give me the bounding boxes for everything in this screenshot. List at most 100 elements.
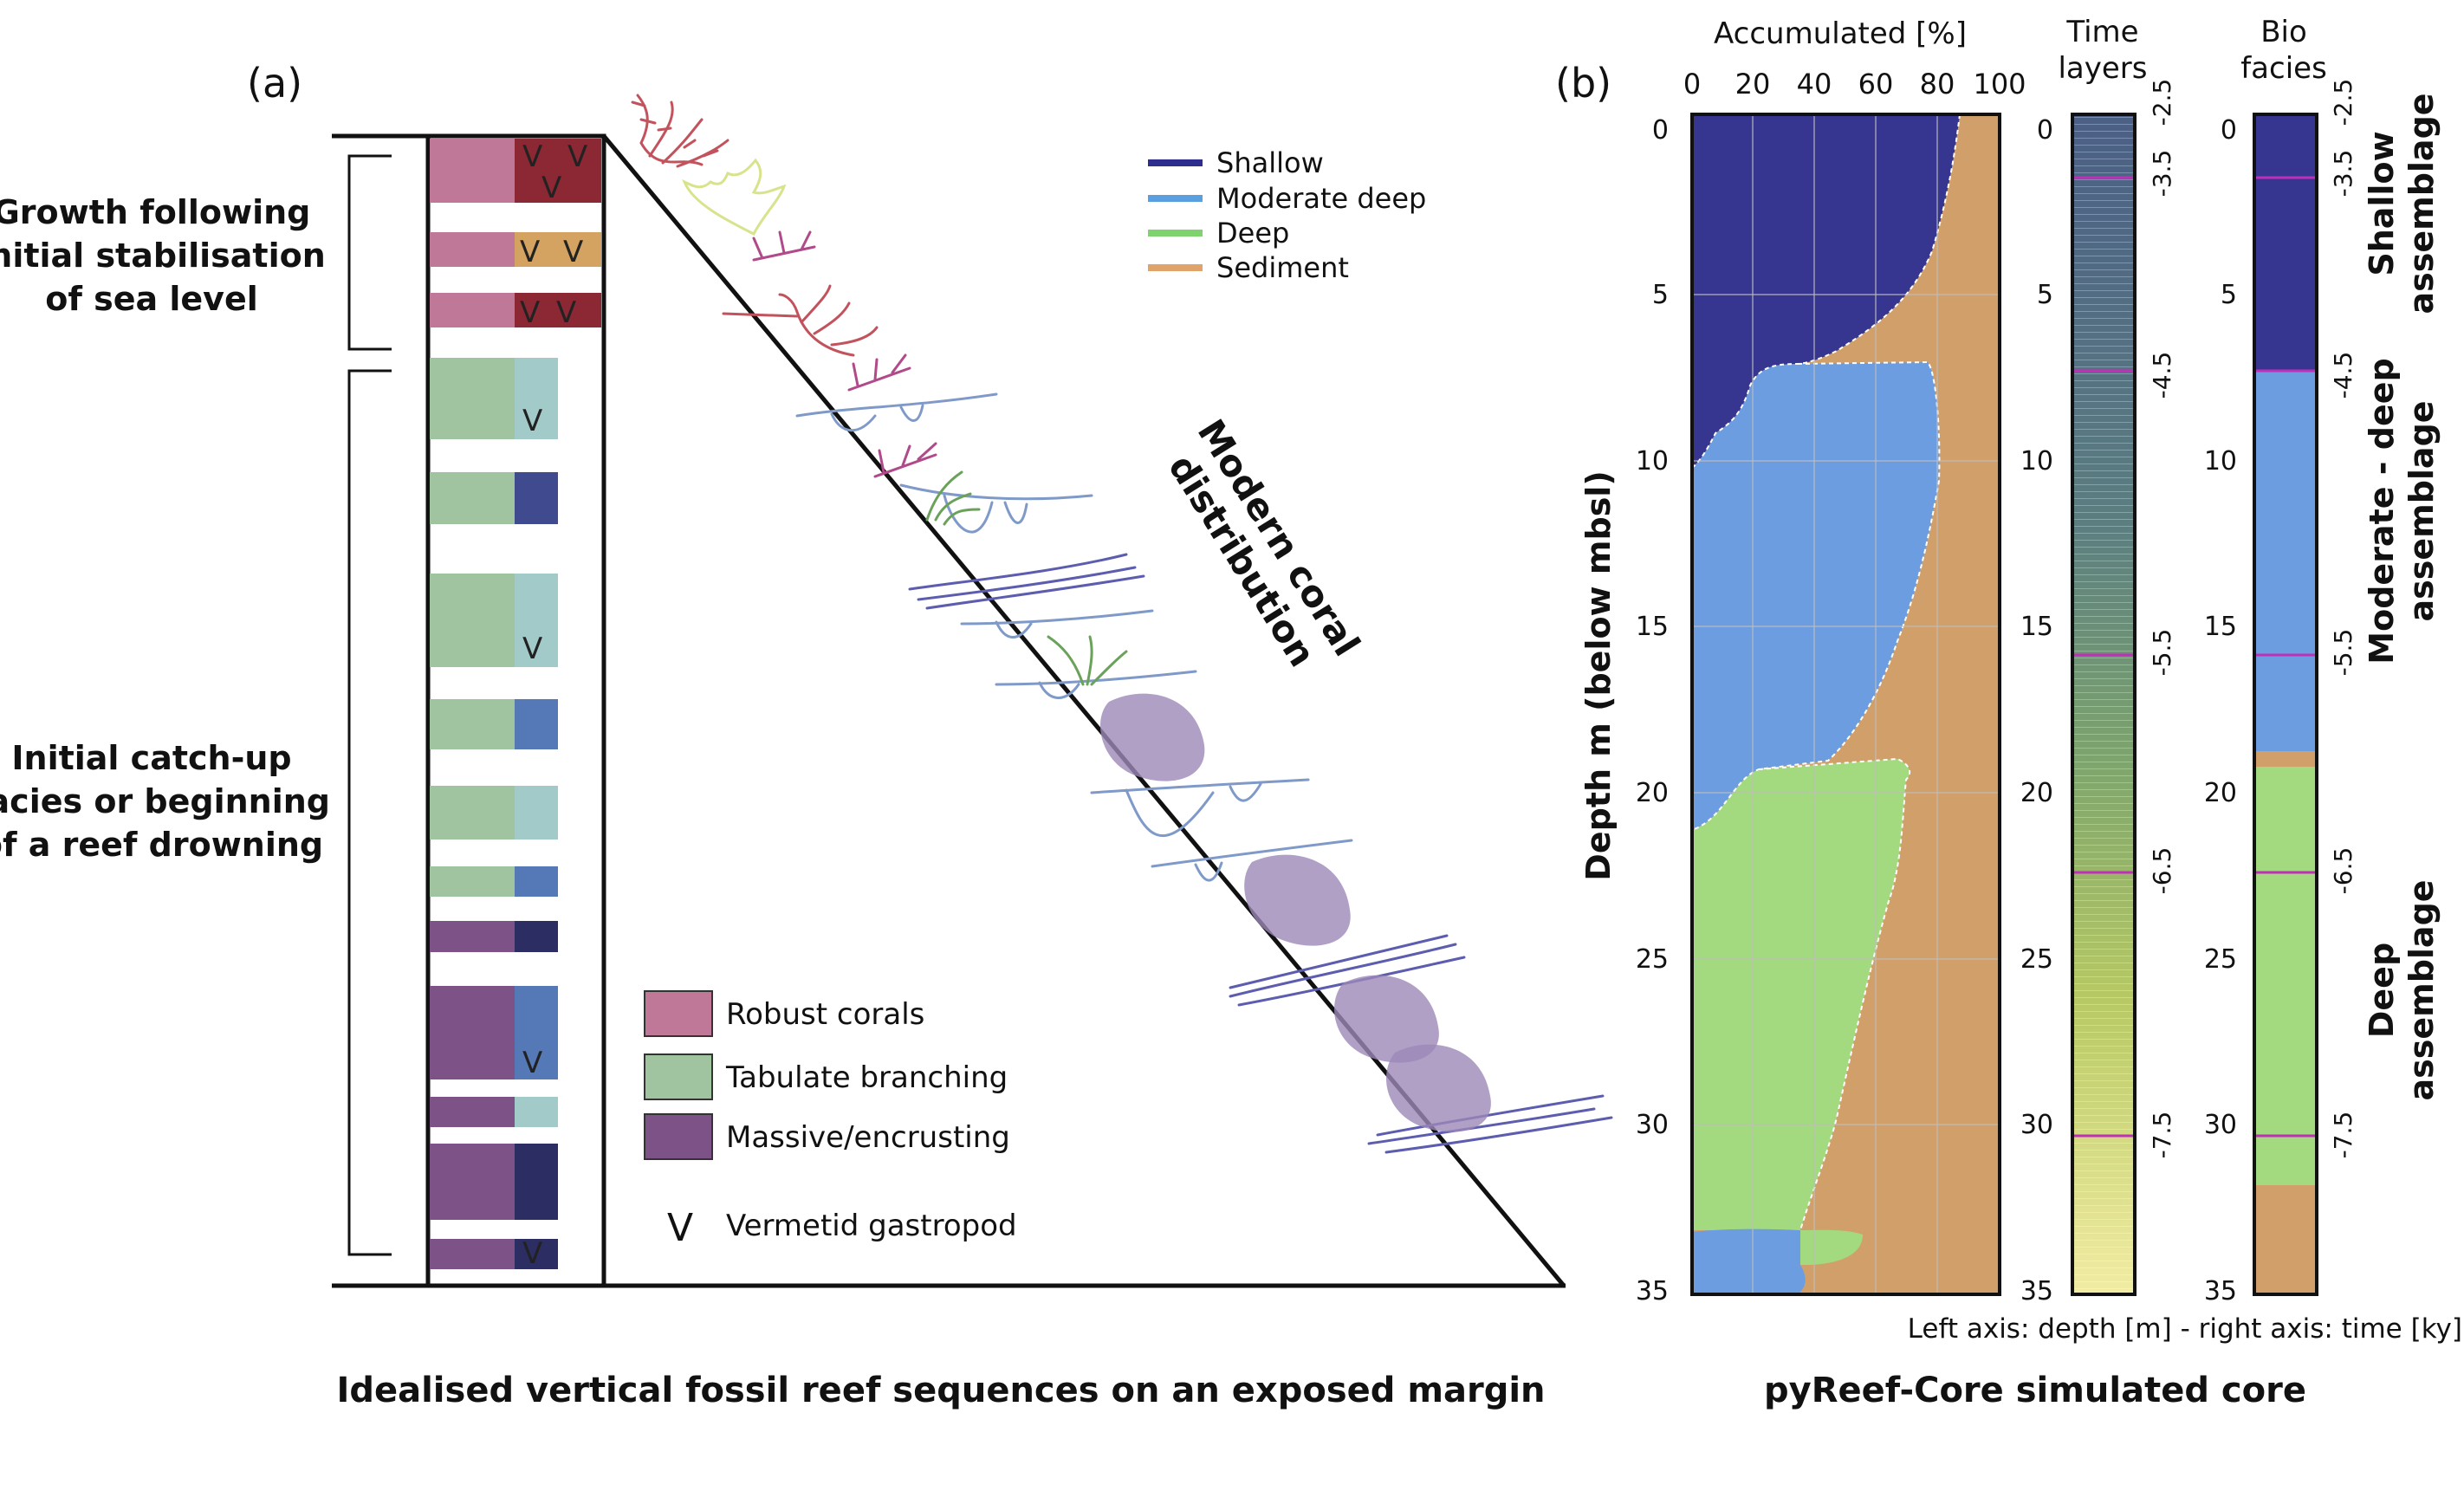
bio-moderate	[2254, 371, 2317, 751]
shallow-area	[1692, 114, 1960, 468]
depth-tick: 5	[2037, 280, 2053, 310]
facies-label-line: Shallow	[2363, 131, 2401, 276]
facies-label-deep: Deep assemblage	[2363, 879, 2441, 1100]
depth-tick: 10	[2204, 446, 2237, 476]
time-frame	[2071, 113, 2137, 1296]
unit-tabulate	[430, 472, 515, 524]
accumulated-area-chart	[1690, 113, 2001, 1296]
time-tick: -5.5	[2329, 629, 2357, 677]
unit-tabulate-light	[515, 1097, 558, 1127]
depth-tick: 0	[2221, 115, 2237, 146]
accumulated-frame	[1690, 113, 2001, 1296]
unit-blue-mid	[515, 699, 558, 749]
deep-area-bottom	[1800, 1229, 1863, 1265]
facies-label-line: Moderate - deep	[2363, 358, 2401, 664]
unit-robust-dark	[515, 139, 601, 203]
top-tick: 0	[1683, 68, 1701, 100]
legend-swatch-massive	[644, 1113, 713, 1160]
panel-b: (b) Accumulated [%] 0 20 40 60 80 100	[1555, 15, 2462, 1410]
time-tick: -5.5	[2148, 629, 2176, 677]
unit-robust-dark	[515, 293, 601, 327]
vermetid-mark: V	[567, 139, 587, 174]
unit-blue-dark	[515, 472, 558, 524]
legend-label-tabulate: Tabulate branching	[725, 1060, 1008, 1095]
lower-bracket-label-3: of a reef drowning	[0, 826, 323, 864]
depth-tick: 5	[1652, 280, 1669, 310]
upper-bracket	[347, 154, 392, 351]
lower-bracket	[347, 369, 392, 1256]
upper-bracket-label-3: of sea level	[45, 280, 258, 318]
unit-navy	[515, 921, 558, 952]
facies-label-line: assemblage	[2402, 93, 2441, 314]
panel-a-legend: Robust corals Tabulate branching Massive…	[644, 990, 1017, 1250]
vermetid-mark: V	[522, 1236, 542, 1271]
depth-ticks-time: 0 5 10 15 20 25 30 35	[2020, 115, 2053, 1306]
encrusting-coral-yellow	[682, 158, 787, 237]
branching-coral-red-2	[722, 284, 879, 357]
top-tick: 100	[1973, 68, 2026, 100]
time-tick: -4.5	[2148, 352, 2176, 399]
unit-massive	[430, 1097, 515, 1127]
unit-tabulate-light	[515, 574, 558, 667]
top-ticks: 0 20 40 60 80 100	[1683, 68, 2026, 100]
depth-tick: 20	[2204, 778, 2237, 808]
vermetid-mark: V	[541, 171, 561, 205]
vermetid-mark: V	[522, 404, 542, 438]
unit-tabulate	[430, 574, 515, 667]
bio-time-lines	[2254, 176, 2317, 1138]
depth-tick: 15	[2204, 612, 2237, 642]
unit-navy	[515, 1144, 558, 1220]
legend-label-deep: Deep	[1216, 217, 1289, 250]
unit-massive	[430, 921, 515, 952]
legend-label-sediment: Sediment	[1216, 251, 1349, 284]
time-tick: -4.5	[2329, 352, 2357, 399]
legend-swatch-tabulate	[644, 1053, 713, 1100]
axis-note: Left axis: depth [m] - right axis: time …	[1908, 1313, 2462, 1345]
depth-tick: 30	[2020, 1110, 2053, 1140]
depth-ticks-left: 0 5 10 15 20 25 30 35	[1636, 115, 1669, 1306]
panel-b-label: (b)	[1555, 60, 1611, 107]
branching-coral-red	[631, 94, 729, 168]
gridlines	[1692, 114, 2000, 1294]
time-tick: -7.5	[2148, 1112, 2176, 1159]
depth-tick: 35	[1636, 1276, 1669, 1306]
time-tick: -2.5	[2329, 79, 2357, 126]
facies-label-line: Deep	[2363, 943, 2401, 1038]
top-tick: 60	[1858, 68, 1894, 100]
unit-navy	[515, 1239, 558, 1269]
panel-b-caption: pyReef-Core simulated core	[1764, 1371, 2306, 1410]
unit-massive	[430, 1239, 515, 1269]
facies-label-line: assemblage	[2402, 400, 2441, 621]
panel-a: (a) Growth following initial stabilisati…	[0, 60, 1613, 1410]
unit-tabulate-light	[515, 786, 558, 839]
time-lines	[2072, 176, 2135, 1138]
vermetid-marks: V V V V V V V V V V V	[520, 139, 587, 1271]
vermetid-mark: V	[520, 295, 540, 330]
vermetid-mark: V	[522, 632, 542, 666]
vermetid-mark: V	[522, 139, 542, 174]
legend-swatch-robust	[644, 990, 713, 1037]
time-title-1: Time	[2065, 15, 2138, 49]
depth-tick: 25	[1636, 944, 1669, 975]
depth-tick: 15	[1636, 612, 1669, 642]
moderate-area	[1692, 362, 1940, 830]
unit-massive	[430, 1144, 515, 1220]
depth-tick: 20	[2020, 778, 2053, 808]
depth-tick: 15	[2020, 612, 2053, 642]
bio-sediment	[2254, 751, 2317, 767]
unit-robust-sand	[515, 232, 601, 267]
time-tick: -7.5	[2329, 1112, 2357, 1159]
depth-tick: 30	[1636, 1110, 1669, 1140]
depth-tick: 25	[2020, 944, 2053, 975]
deep-area	[1692, 759, 1910, 1230]
unit-tabulate	[430, 358, 515, 439]
section-column	[425, 133, 606, 1288]
branching-coral-magenta	[752, 230, 816, 262]
unit-robust	[430, 232, 515, 267]
unit-blue-mid	[515, 866, 558, 897]
time-layer-stripes	[2072, 114, 2135, 1294]
depth-tick: 0	[1652, 115, 1669, 146]
tabulate-corals-blue	[795, 392, 1353, 882]
depth-tick: 35	[2204, 1276, 2237, 1306]
